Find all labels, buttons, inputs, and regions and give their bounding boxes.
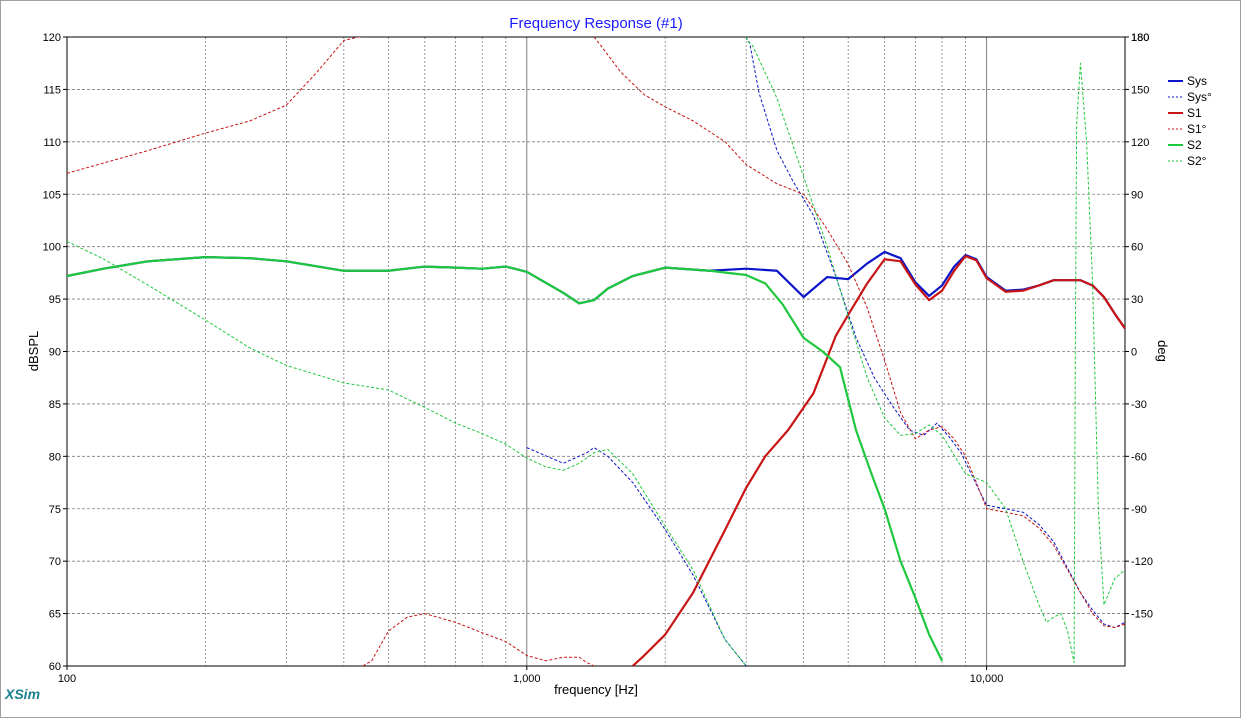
y2-tick-label: -60 <box>1131 451 1147 463</box>
series-line-s1-phase <box>67 37 1125 666</box>
legend-label-s1: S1 <box>1187 106 1202 120</box>
y-axis-ticks: 60 65 70 75 80 85 90 95 100 105 110 115 120 <box>43 32 67 673</box>
y-tick-label: 70 <box>49 556 61 568</box>
y-tick-label: 65 <box>49 609 61 621</box>
x-axis-label: frequency [Hz] <box>554 682 638 697</box>
y-tick-label: 110 <box>43 137 61 149</box>
y-tick-label: 105 <box>43 189 61 201</box>
y-axis-label: dBSPL <box>26 331 41 371</box>
series-line-sys-phase <box>526 37 1125 666</box>
y-tick-label: 85 <box>49 399 61 411</box>
legend-label-sys-phase: Sys° <box>1187 90 1212 104</box>
y-tick-label: 75 <box>49 504 61 516</box>
y2-tick-label: 90 <box>1131 189 1143 201</box>
x-axis-ticks: 100 1,000 10,000 <box>58 666 1004 685</box>
plot-area-border <box>66 36 1126 667</box>
y-tick-label: 100 <box>43 242 61 254</box>
y2-tick-label: -150 <box>1131 609 1153 621</box>
y2-tick-label: 180 <box>1131 32 1149 44</box>
y2-tick-label: -30 <box>1131 399 1147 411</box>
y2-axis-label: deg <box>1155 340 1170 362</box>
legend-label-s2: S2 <box>1187 138 1202 152</box>
y2-tick-label: 30 <box>1131 294 1143 306</box>
grid <box>67 37 1125 666</box>
y2-tick-label: 120 <box>1131 137 1149 149</box>
x-tick-label: 10,000 <box>970 673 1004 685</box>
y2-tick-label: 180 <box>1131 32 1149 44</box>
series-line-s2 <box>67 256 944 662</box>
series-lines <box>67 37 1125 666</box>
series-line-s2-phase <box>67 37 1125 666</box>
y-tick-label: 120 <box>43 32 61 44</box>
series-line-s1 <box>632 255 1125 666</box>
y-tick-label: 60 <box>49 661 61 673</box>
legend-label-s1-phase: S1° <box>1187 122 1207 136</box>
x-tick-label: 1,000 <box>513 673 541 685</box>
y-tick-label: 115 <box>43 84 61 96</box>
xsim-logo: XSim <box>4 686 40 702</box>
legend-label-sys: Sys <box>1187 74 1207 88</box>
y-tick-label: 80 <box>49 451 61 463</box>
y-tick-label: 95 <box>49 294 61 306</box>
y2-tick-label: -120 <box>1131 556 1153 568</box>
legend: Sys Sys° S1 S1° S2 S2° <box>1168 74 1212 168</box>
y2-tick-label: 150 <box>1131 84 1149 96</box>
y2-tick-label: 0 <box>1131 347 1137 359</box>
legend-label-s2-phase: S2° <box>1187 154 1207 168</box>
chart-title: Frequency Response (#1) <box>509 15 682 32</box>
x-tick-label: 100 <box>58 673 76 685</box>
y2-tick-label: -90 <box>1131 504 1147 516</box>
y-tick-label: 90 <box>49 347 61 359</box>
series-line-sys <box>67 250 1125 330</box>
y2-tick-label: 60 <box>1131 242 1143 254</box>
